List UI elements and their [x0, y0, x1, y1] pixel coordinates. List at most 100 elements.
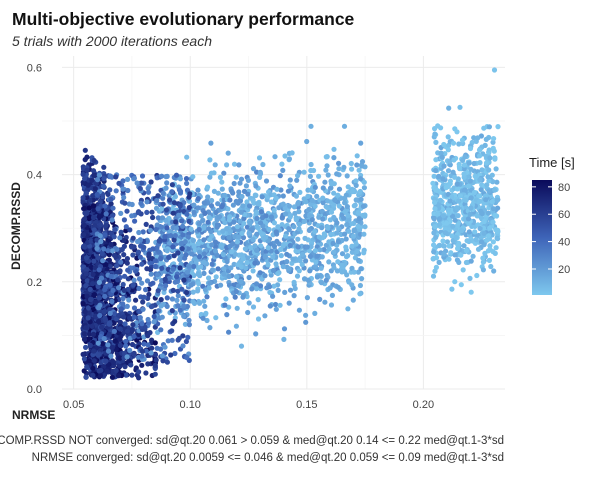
data-point — [331, 146, 337, 152]
data-point — [231, 180, 237, 187]
data-point — [207, 157, 213, 163]
data-point — [117, 355, 123, 361]
data-point — [177, 265, 183, 271]
data-point — [327, 285, 333, 291]
data-point — [286, 266, 292, 272]
data-point — [335, 238, 341, 245]
data-point — [190, 237, 196, 244]
convergence-caption-rssd: DECOMP.RSSD NOT converged: sd@qt.20 0.06… — [0, 435, 504, 447]
data-point — [451, 157, 457, 163]
data-point — [205, 194, 211, 200]
data-point — [314, 253, 320, 259]
data-point — [257, 283, 264, 289]
data-point — [92, 292, 98, 298]
data-point — [123, 372, 129, 378]
data-point — [237, 218, 243, 224]
data-point — [191, 263, 197, 270]
data-point — [476, 147, 483, 153]
data-point — [123, 228, 129, 234]
data-point — [233, 274, 240, 280]
data-point — [169, 182, 175, 188]
data-point — [262, 273, 268, 279]
data-point — [94, 245, 100, 251]
data-point — [436, 173, 442, 179]
data-point — [104, 368, 110, 374]
data-point — [486, 147, 492, 153]
data-point — [164, 359, 170, 365]
data-point — [354, 249, 360, 255]
data-point — [303, 319, 309, 325]
data-point — [288, 213, 294, 219]
data-point — [121, 287, 127, 293]
data-point — [108, 196, 114, 202]
data-point — [145, 316, 151, 323]
data-point — [158, 224, 164, 230]
data-point — [190, 174, 196, 180]
data-point — [235, 283, 242, 289]
data-point — [266, 226, 272, 233]
data-point — [175, 303, 181, 309]
data-point — [346, 228, 352, 234]
data-point — [250, 198, 256, 204]
data-point — [83, 228, 90, 234]
data-point — [431, 216, 437, 222]
data-point — [437, 197, 444, 203]
data-point — [240, 294, 246, 300]
data-point — [107, 173, 113, 179]
data-point — [240, 203, 246, 209]
data-point — [308, 123, 314, 129]
data-point — [358, 176, 364, 182]
data-point — [232, 294, 238, 300]
data-point — [344, 221, 350, 227]
data-point — [483, 136, 489, 142]
data-point — [123, 343, 129, 349]
data-point — [109, 344, 115, 350]
data-point — [164, 225, 170, 231]
data-point — [163, 185, 169, 191]
data-point — [478, 239, 485, 245]
data-point — [238, 176, 245, 182]
data-point — [281, 336, 287, 342]
data-point — [300, 251, 306, 257]
data-point — [186, 205, 192, 211]
data-point — [322, 299, 328, 305]
data-point — [466, 160, 472, 166]
data-point — [457, 166, 463, 172]
data-point — [448, 250, 454, 256]
data-point — [487, 246, 493, 252]
data-point — [121, 194, 127, 201]
data-point — [295, 201, 301, 207]
data-point — [484, 237, 490, 243]
data-point — [332, 197, 338, 203]
data-point — [254, 223, 260, 230]
data-point — [172, 279, 178, 285]
data-point — [240, 256, 246, 262]
data-point — [431, 249, 437, 255]
data-point — [257, 171, 264, 177]
data-point — [433, 234, 439, 240]
data-point — [130, 282, 136, 288]
data-point — [244, 255, 251, 261]
data-point — [433, 187, 439, 193]
data-point — [90, 271, 96, 277]
data-point — [122, 273, 128, 279]
data-point — [130, 322, 136, 328]
data-point — [296, 221, 302, 227]
data-point — [98, 222, 104, 228]
data-point — [492, 156, 498, 162]
data-point — [188, 282, 194, 288]
data-point — [182, 321, 188, 327]
data-point — [473, 237, 479, 243]
data-point — [273, 261, 279, 267]
data-point — [190, 298, 196, 305]
data-point — [490, 239, 496, 245]
data-point — [169, 308, 175, 314]
data-point — [120, 301, 126, 307]
data-point — [280, 167, 286, 173]
data-point — [82, 216, 88, 222]
data-point — [446, 243, 452, 249]
data-point — [83, 325, 89, 331]
data-point — [143, 287, 149, 293]
data-point — [344, 173, 350, 179]
data-point — [324, 204, 330, 210]
